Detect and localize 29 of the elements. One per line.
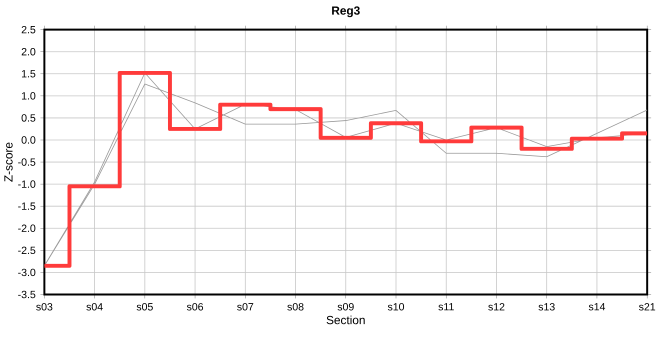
x-tick-label: s10 xyxy=(388,303,404,311)
y-tick-label: 2.0 xyxy=(22,48,36,56)
x-tick-label: s11 xyxy=(438,303,454,311)
y-tick-label: 2.5 xyxy=(22,26,36,34)
y-axis-title: Z-score xyxy=(4,142,13,182)
y-tick-label: -1.0 xyxy=(18,180,36,188)
y-tick-label: -3.5 xyxy=(18,290,36,298)
y-tick-label: -2.0 xyxy=(18,224,36,232)
y-tick-label: -3.0 xyxy=(18,268,36,276)
y-tick-label: -0.5 xyxy=(18,158,36,166)
y-tick-label: 1.0 xyxy=(22,92,36,100)
chart-title: Reg3 xyxy=(332,6,360,18)
x-tick-label: s14 xyxy=(588,303,606,311)
y-tick-label: -1.5 xyxy=(18,202,36,210)
x-tick-label: s04 xyxy=(86,303,103,311)
x-tick-label: s03 xyxy=(36,303,52,311)
x-axis-title: Section xyxy=(326,316,365,324)
y-tick-label: 0.5 xyxy=(22,114,36,122)
x-tick-label: s05 xyxy=(136,303,153,311)
x-tick-label: s06 xyxy=(186,303,204,311)
x-tick-label: s08 xyxy=(287,303,304,311)
x-tick-label: s12 xyxy=(488,303,504,311)
y-tick-label: 0.0 xyxy=(22,136,36,144)
x-tick-label: s09 xyxy=(338,303,354,311)
y-tick-label: -2.5 xyxy=(18,246,36,254)
x-tick-label: s07 xyxy=(237,303,254,311)
y-tick-label: 1.5 xyxy=(22,70,36,78)
x-tick-label: s21 xyxy=(638,303,656,311)
x-tick-label: s13 xyxy=(538,303,555,311)
